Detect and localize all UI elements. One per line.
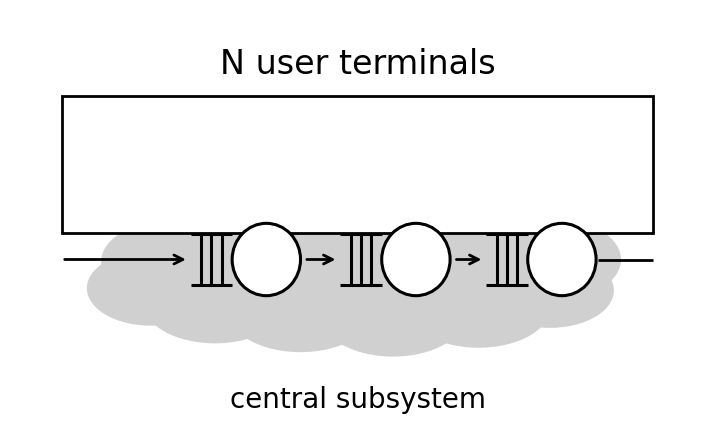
Ellipse shape <box>368 185 503 268</box>
Ellipse shape <box>358 222 571 319</box>
Ellipse shape <box>443 200 571 279</box>
Ellipse shape <box>144 264 286 343</box>
Ellipse shape <box>293 176 436 264</box>
Ellipse shape <box>108 233 251 317</box>
Ellipse shape <box>215 209 500 315</box>
Text: central subsystem: central subsystem <box>230 386 485 414</box>
Ellipse shape <box>144 222 358 319</box>
Ellipse shape <box>232 223 300 296</box>
Bar <box>62 96 653 233</box>
Ellipse shape <box>322 277 464 357</box>
Ellipse shape <box>158 198 286 277</box>
Ellipse shape <box>382 223 450 296</box>
Ellipse shape <box>528 223 596 296</box>
Ellipse shape <box>87 251 215 326</box>
Ellipse shape <box>493 220 621 299</box>
Ellipse shape <box>464 233 607 317</box>
Ellipse shape <box>408 268 550 348</box>
Text: N user terminals: N user terminals <box>220 48 495 81</box>
Ellipse shape <box>230 273 372 352</box>
Ellipse shape <box>485 253 614 328</box>
Ellipse shape <box>226 182 361 266</box>
Ellipse shape <box>101 222 230 301</box>
